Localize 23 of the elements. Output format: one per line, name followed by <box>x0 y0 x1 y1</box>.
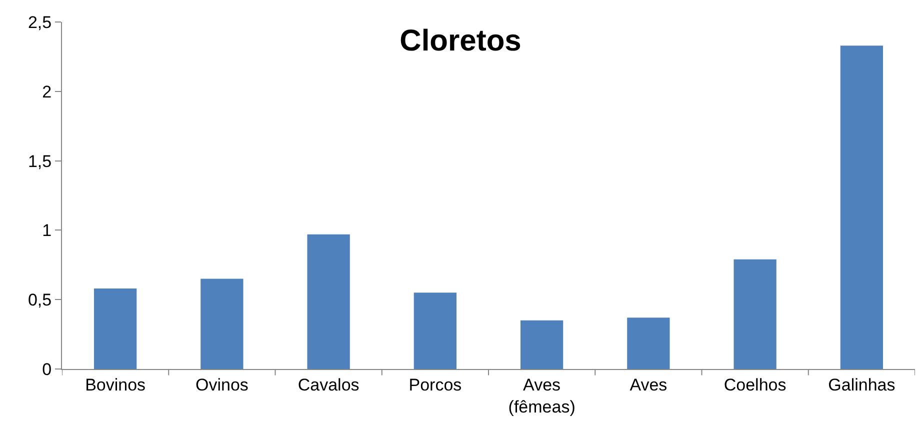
chart-title: Cloretos <box>400 24 522 58</box>
x-tick-label: Bovinos <box>85 375 146 394</box>
bar <box>94 288 137 369</box>
x-tick-label: Galinhas <box>828 375 896 394</box>
x-tick-label: Cavalos <box>298 375 360 394</box>
bar <box>414 292 457 369</box>
y-tick-label: 0 <box>42 360 52 379</box>
y-tick-label: 2 <box>42 82 52 102</box>
y-tick-label: 2,5 <box>28 12 52 32</box>
y-tick-label: 1,5 <box>28 152 52 171</box>
bar <box>200 278 244 369</box>
y-tick-label: 0,5 <box>28 290 52 310</box>
bar <box>734 259 776 369</box>
bar <box>840 46 884 369</box>
bar <box>307 234 350 369</box>
x-tick-label: Aves (fêmeas) <box>508 375 576 416</box>
x-tick-label: Ovinos <box>195 375 248 394</box>
x-tick-label: Coelhos <box>724 375 786 394</box>
y-tick-label: 1 <box>42 221 52 240</box>
x-tick-label: Porcos <box>408 375 462 394</box>
x-tick-label: Aves <box>630 375 668 394</box>
bar <box>627 318 670 369</box>
bar <box>520 320 564 369</box>
